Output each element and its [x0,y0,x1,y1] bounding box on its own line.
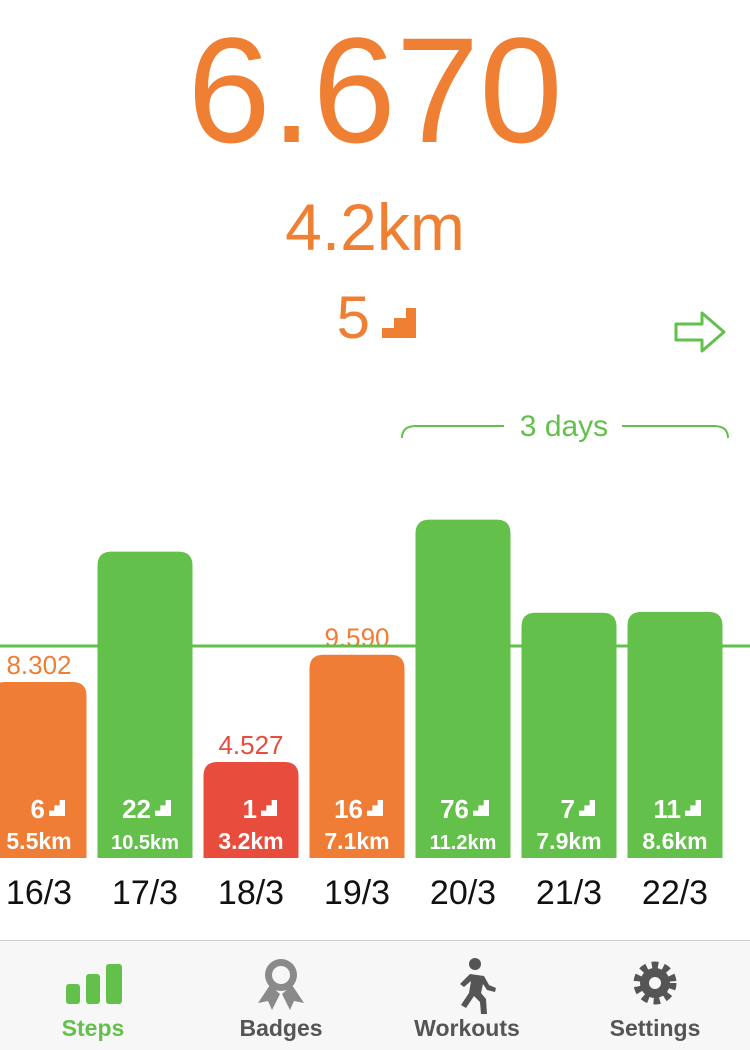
bar [415,519,511,858]
steps-total: 6.670 [187,6,562,174]
streak-label: 3 days [520,410,608,443]
stairs-icon [472,800,489,816]
stairs-icon [155,800,171,816]
stairs-icon [366,800,383,816]
tab-workouts[interactable]: Workouts [414,958,520,1041]
tab-icon [66,984,80,1004]
floors-label: 1 [243,794,257,824]
stairs-icon [579,800,595,816]
floors-label: 76 [440,794,469,824]
stairs-icon [685,800,701,816]
value-label: 4.527 [218,730,283,760]
distance-label: 10.5km [111,832,179,854]
tab-icon [258,985,304,1010]
date-label: 20/3 [430,874,496,912]
tab-label: Settings [610,1015,701,1041]
stairs-icon [260,800,277,816]
date-label: 17/3 [112,874,178,912]
bar-chart: 8.302 6 5.5km 16/3 22 10.5km 17/3 4.527 1 3.2km 18… [0,519,750,912]
date-label: 22/3 [642,874,708,912]
tab-icon [649,977,661,989]
bar [521,612,617,858]
tab-settings[interactable]: Settings [610,961,701,1041]
tab-label: Steps [62,1015,125,1041]
bar [97,551,193,858]
distance-total: 4.2km [285,190,465,264]
value-label: 9.590 [324,623,389,653]
distance-label: 11.2km [430,832,497,854]
next-arrow[interactable] [674,311,726,353]
distance-label: 3.2km [218,828,283,854]
stairs-icon [382,308,416,338]
distance-label: 5.5km [6,828,71,854]
stairs-icon [49,800,65,816]
tab-icon [272,966,290,984]
distance-label: 7.1km [324,828,389,854]
tab-label: Workouts [414,1015,520,1041]
streak-bracket [401,425,729,439]
floors-label: 22 [122,794,151,824]
tab-bar [0,940,750,1050]
bar [203,762,299,858]
tab-badges[interactable]: Badges [239,959,323,1041]
floors-label: 7 [561,794,575,824]
date-label: 19/3 [324,874,390,912]
tab-label: Badges [239,1015,322,1041]
tab-icon [86,974,100,1004]
tab-steps[interactable]: Steps [62,964,125,1041]
tab-icon [460,974,496,1014]
distance-label: 7.9km [536,828,601,854]
tab-icon [633,961,677,1005]
value-label: 8.302 [6,650,71,680]
distance-label: 8.6km [642,828,707,854]
date-label: 21/3 [536,874,602,912]
date-label: 16/3 [6,874,72,912]
floors-total: 5 [337,284,370,351]
bar [627,611,723,858]
date-label: 18/3 [218,874,284,912]
tab-icon [469,958,481,970]
floors-label: 11 [654,794,682,824]
floors-label: 6 [31,794,45,824]
tab-icon [106,964,122,1004]
floors-label: 16 [334,794,363,824]
